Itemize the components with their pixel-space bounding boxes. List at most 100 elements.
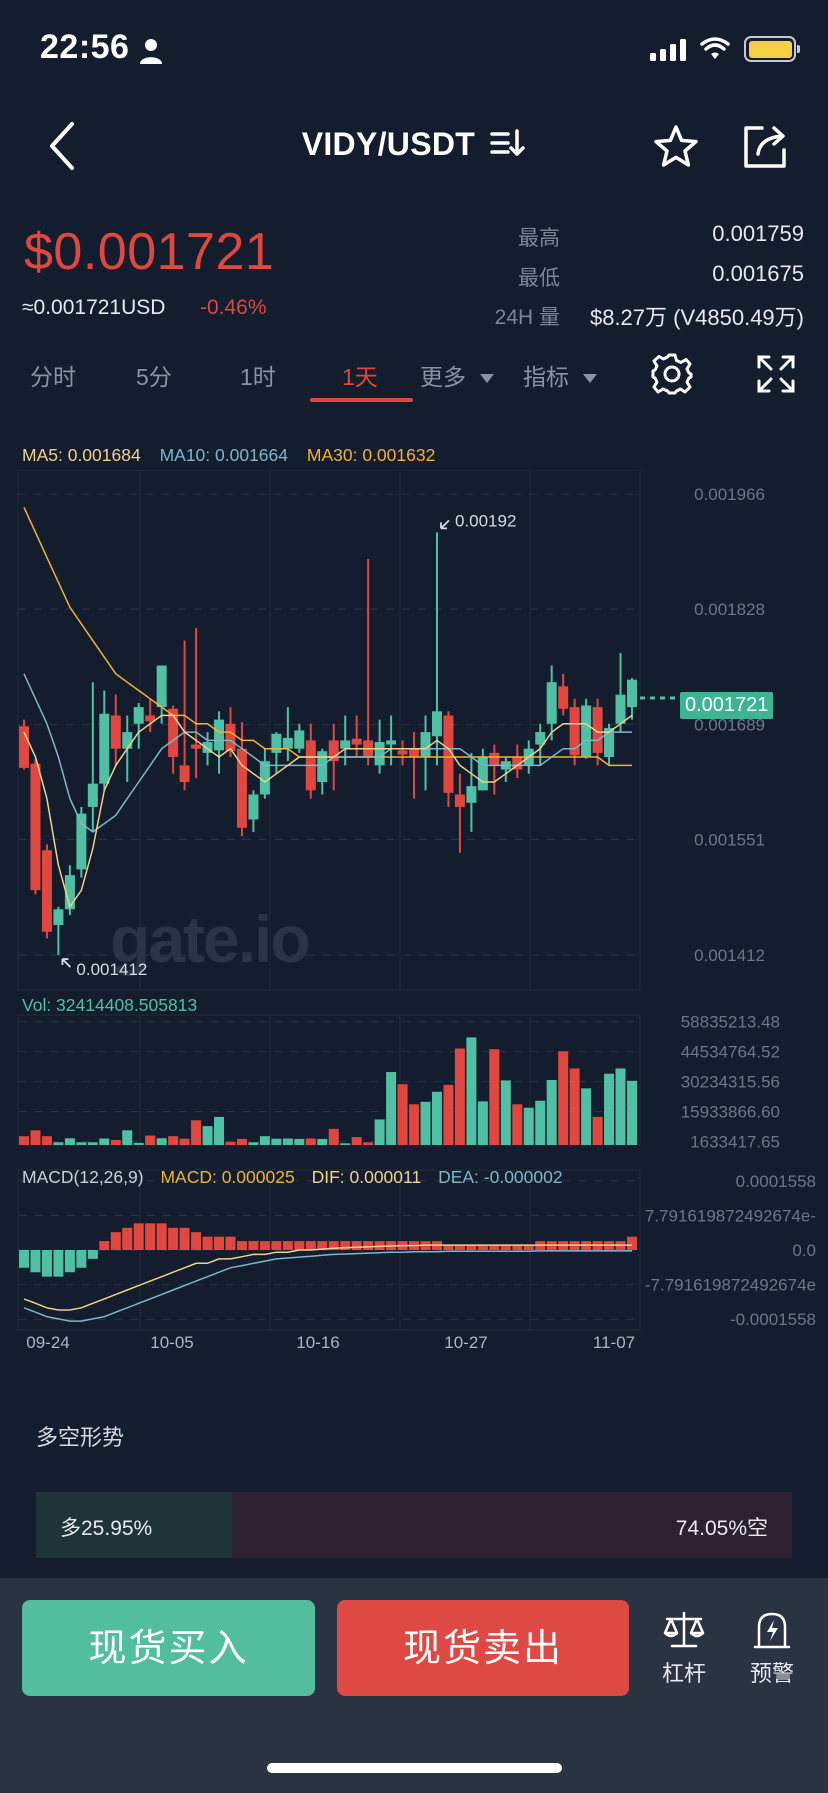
star-icon[interactable] <box>652 124 700 170</box>
pane-frame <box>17 470 641 991</box>
volume-bar <box>30 1130 41 1145</box>
volume-bar <box>431 1091 442 1145</box>
macd-histogram-bar <box>64 1250 75 1273</box>
scale-icon <box>663 1611 705 1648</box>
macd-histogram-bar <box>294 1241 305 1250</box>
long-share-fill <box>36 1492 233 1558</box>
volume-bar <box>535 1100 546 1145</box>
volume-bar <box>443 1084 454 1145</box>
current-price-tag: 0.001721 <box>680 692 774 719</box>
candle-body <box>236 748 247 828</box>
candle-body <box>214 719 225 751</box>
tab-timeshare[interactable]: 分时 <box>30 364 76 390</box>
volume-bar <box>500 1080 511 1145</box>
leverage-label: 杠杆 <box>661 1661 706 1686</box>
volume-bar <box>546 1080 557 1145</box>
volume-bar <box>374 1119 385 1145</box>
price-axis-label: 0.001966 <box>694 485 765 504</box>
volume-bar <box>282 1138 293 1145</box>
volume-bar <box>305 1138 316 1145</box>
macd-axis-label: 7.791619872492674e- <box>645 1206 816 1225</box>
candle-body <box>225 723 236 752</box>
high-label: 最高 <box>518 227 560 250</box>
macd-histogram-bar <box>30 1250 41 1273</box>
volume-bar <box>202 1126 213 1145</box>
low-marker-arrow <box>61 958 72 968</box>
fullscreen-icon[interactable] <box>756 354 796 394</box>
dif-line <box>23 1244 632 1311</box>
volume-bar <box>122 1130 133 1145</box>
macd-axis-label: -7.791619872492674e <box>645 1276 816 1295</box>
price-axis-label: 0.001412 <box>694 946 765 965</box>
candle-body <box>41 850 52 932</box>
macd-histogram-bar <box>202 1236 213 1250</box>
long-short-title: 多空形势 <box>36 1425 125 1450</box>
macd-histogram-bar <box>225 1236 236 1250</box>
spot-sell-button[interactable]: 现货卖出 <box>337 1600 629 1696</box>
volume-bar <box>512 1104 523 1145</box>
long-percentage: 多25.95% <box>60 1517 153 1540</box>
volume-bar <box>489 1049 500 1145</box>
price-change: -0.46% <box>200 296 267 319</box>
candle-body <box>19 726 29 768</box>
candle-body <box>581 705 592 758</box>
macd-value: MACD: 0.000025 <box>160 1167 295 1187</box>
macd-histogram-bar <box>214 1236 225 1250</box>
tab-indicators[interactable]: 指标 <box>523 358 597 392</box>
tab-5min[interactable]: 5分 <box>136 364 172 390</box>
macd-histogram-bar <box>110 1232 121 1250</box>
volume-bar <box>569 1068 580 1145</box>
alert-button[interactable]: 预警 <box>732 1610 812 1688</box>
volume-bar <box>271 1138 282 1145</box>
dea-value: DEA: -0.000002 <box>438 1167 563 1187</box>
spot-buy-button[interactable]: 现货买入 <box>22 1600 315 1696</box>
last-price: $0.001721 <box>24 223 275 281</box>
macd-histogram-bar <box>87 1250 98 1259</box>
macd-histogram-bar <box>477 1245 488 1250</box>
watermark-text: gate.io <box>110 902 309 976</box>
tab-more[interactable]: 更多 <box>420 358 494 392</box>
macd-histogram-bar <box>76 1250 87 1268</box>
settings-gear-icon[interactable] <box>650 352 694 396</box>
share-icon[interactable] <box>742 124 788 170</box>
macd-histogram-bar <box>282 1241 293 1250</box>
macd-histogram-bar <box>41 1250 52 1277</box>
macd-histogram-bar <box>191 1232 202 1250</box>
low-value: 0.001675 <box>712 261 804 286</box>
volume-bar <box>397 1084 408 1145</box>
home-indicator <box>267 1763 562 1773</box>
candle-body <box>156 665 167 708</box>
candle-body <box>179 765 190 782</box>
leverage-button[interactable]: 杠杆 <box>644 1610 724 1688</box>
pair-title-text: VIDY/USDT <box>301 126 476 162</box>
tab-1day[interactable]: 1天 <box>342 364 378 390</box>
ma10-value: MA10: 0.001664 <box>159 445 289 465</box>
macd-histogram-bar <box>156 1223 167 1250</box>
macd-histogram-bar <box>99 1241 110 1250</box>
candle-body <box>294 730 305 749</box>
candle-body <box>122 732 133 749</box>
alert-label: 预警 <box>749 1661 794 1686</box>
volume-bar <box>523 1107 534 1145</box>
high-value: 0.001759 <box>712 221 804 246</box>
tab-1hour[interactable]: 1时 <box>240 364 276 390</box>
switch-pair-icon <box>490 129 526 156</box>
candle-body <box>386 740 397 745</box>
volume-bar <box>53 1142 64 1145</box>
candle-body <box>99 713 110 784</box>
pair-title[interactable]: VIDY/USDT <box>0 126 828 163</box>
volume-bar <box>76 1142 87 1145</box>
volume-bar <box>615 1068 626 1145</box>
volume-bar <box>317 1138 328 1145</box>
low-marker-label: 0.001412 <box>76 960 147 979</box>
macd-histogram-bar <box>443 1245 454 1250</box>
back-chevron-left-icon[interactable] <box>46 120 78 172</box>
chevron-down-icon <box>583 374 597 384</box>
macd-axis-label: 0.0001558 <box>736 1172 816 1191</box>
person-icon <box>140 39 162 64</box>
candle-body <box>443 715 454 793</box>
macd-histogram-bar <box>53 1250 64 1277</box>
price-axis-label: 0.001551 <box>694 830 765 849</box>
candlestick-chart[interactable]: gate.io 0.001966 0.001828 0.001689 0.001551… <box>0 470 828 1350</box>
low-label: 最低 <box>518 267 560 290</box>
